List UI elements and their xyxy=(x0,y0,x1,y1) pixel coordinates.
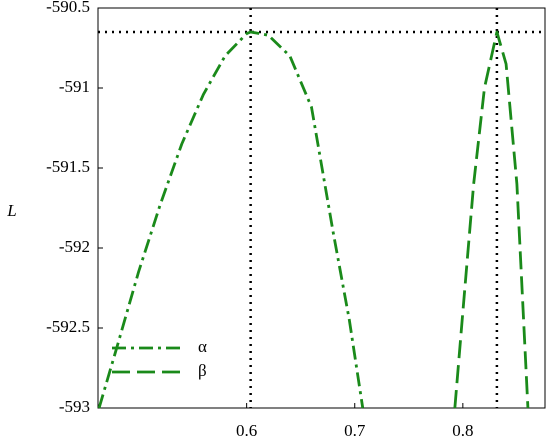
y-tick-label: -593 xyxy=(59,397,90,416)
y-tick-label: -591 xyxy=(59,77,90,96)
y-tick-label: -592.5 xyxy=(46,317,90,336)
legend-label: α xyxy=(198,337,207,356)
y-tick-label: -591.5 xyxy=(46,157,90,176)
series-line xyxy=(453,30,530,409)
x-tick-label: 0.8 xyxy=(452,421,473,440)
y-axis-label: L xyxy=(6,201,16,220)
x-tick-label: 0.7 xyxy=(344,421,366,440)
x-tick-label: 0.6 xyxy=(236,421,257,440)
legend-label: β xyxy=(198,361,207,380)
series-line xyxy=(97,30,365,409)
y-tick-label: -590.5 xyxy=(46,0,90,16)
plot-frame xyxy=(97,7,546,409)
y-tick-label: -592 xyxy=(59,237,90,256)
